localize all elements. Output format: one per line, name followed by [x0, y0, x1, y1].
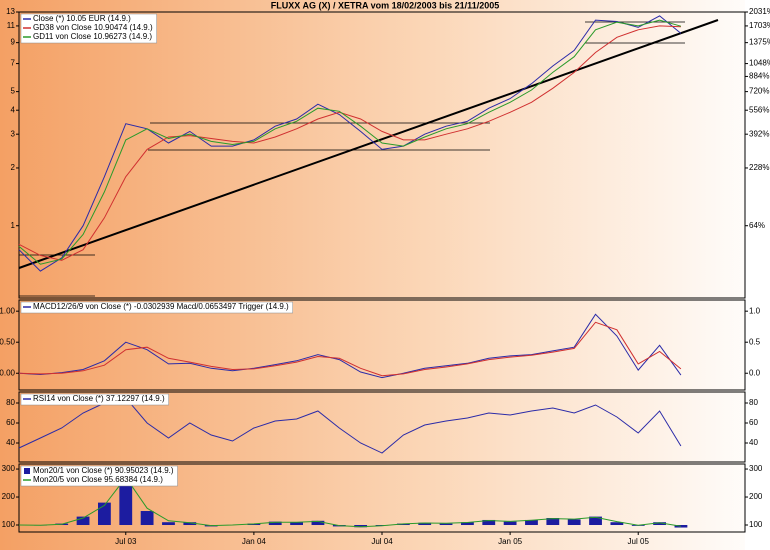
y-tick-label: 5 [11, 87, 16, 96]
bar [653, 522, 666, 526]
series-line [18, 15, 682, 272]
y-tick-label: 9 [11, 38, 16, 47]
bar [461, 522, 474, 526]
legend-box [20, 301, 293, 314]
legend-label: Mon20/1 von Close (*) 90.95023 (14.9.) [33, 466, 174, 475]
legend: Close (*) 10.05 EUR (14.9.)GD38 von Clos… [20, 13, 157, 44]
panel-frame [18, 391, 746, 463]
panel-frame [18, 11, 746, 299]
legend-label: Close (*) 10.05 EUR (14.9.) [33, 14, 131, 23]
bar [311, 520, 325, 526]
x-tick-label: Jul 05 [628, 537, 650, 546]
bar [610, 522, 624, 526]
x-tick-label: Jul 03 [115, 537, 137, 546]
bar [546, 518, 560, 526]
bar [503, 521, 517, 526]
bar [375, 525, 389, 526]
y2-tick-label: 64% [749, 221, 765, 230]
legend-label: Mon20/5 von Close 95.68384 (14.9.) [33, 475, 163, 484]
bar [162, 522, 175, 526]
legend: Mon20/1 von Close (*) 90.95023 (14.9.)Mo… [20, 465, 178, 487]
bar [674, 525, 688, 528]
y-tick-label: 0.50 [0, 337, 16, 346]
legend-box [20, 465, 178, 487]
right-axis-area [745, 0, 770, 550]
y2-tick-label: 300 [749, 464, 763, 473]
y2-tick-label: 720% [749, 87, 769, 96]
y-tick-label: 4 [11, 105, 16, 114]
x-tick-label: Jan 05 [498, 537, 523, 546]
bar [268, 521, 282, 526]
legend-box [20, 393, 169, 406]
chart-title: FLUXX AG (X) / XETRA vom 18/02/2003 bis … [271, 0, 499, 10]
x-tick-label: Jan 04 [242, 537, 267, 546]
legend: MACD12/26/9 von Close (*) -0.0302939 Mac… [20, 301, 293, 314]
y2-tick-label: 2031% [749, 7, 770, 16]
y2-tick-label: 0.5 [749, 337, 761, 346]
y-tick-label: 300 [2, 464, 16, 473]
y2-tick-label: 40 [749, 438, 758, 447]
y-tick-label: 13 [6, 7, 15, 16]
bar [482, 519, 496, 526]
y2-tick-label: 228% [749, 163, 769, 172]
y-tick-label: 1 [11, 221, 16, 230]
legend-box [20, 13, 157, 44]
legend-label: MACD12/26/9 von Close (*) -0.0302939 Mac… [33, 302, 289, 311]
series-line [18, 313, 682, 379]
bar [354, 525, 368, 528]
y-tick-label: 3 [11, 129, 16, 138]
y2-tick-label: 80 [749, 398, 758, 407]
legend: RSI14 von Close (*) 37.12297 (14.9.) [20, 393, 169, 406]
y2-tick-label: 1703% [749, 21, 770, 30]
bar [290, 522, 303, 526]
y2-tick-label: 1.0 [749, 306, 761, 315]
y-tick-label: 2 [11, 163, 16, 172]
bar [589, 516, 602, 526]
y2-tick-label: 1048% [749, 59, 770, 68]
series-line [18, 321, 682, 377]
bar [439, 523, 453, 526]
bar [418, 522, 432, 526]
y2-tick-label: 1375% [749, 38, 770, 47]
y-tick-label: 60 [6, 418, 15, 427]
trend-line [18, 19, 719, 269]
legend-label: RSI14 von Close (*) 37.12297 (14.9.) [33, 394, 165, 403]
y-tick-label: 100 [2, 520, 16, 529]
y2-tick-label: 200 [749, 492, 763, 501]
series-line [18, 19, 682, 265]
y2-tick-label: 556% [749, 105, 769, 114]
annotations [18, 19, 719, 297]
bar [525, 519, 538, 526]
y-tick-label: 11 [7, 21, 16, 30]
panel-frame [18, 299, 746, 391]
legend-label: GD38 von Close 10.90474 (14.9.) [33, 23, 153, 32]
bar [98, 502, 111, 526]
y2-tick-label: 0.0 [749, 368, 761, 377]
series-line [18, 25, 681, 261]
y-tick-label: 1.00 [0, 306, 16, 315]
y2-tick-label: 392% [749, 129, 769, 138]
bar [140, 511, 154, 526]
y2-tick-label: 884% [749, 72, 769, 81]
bar [183, 522, 197, 526]
y-tick-label: 0.00 [0, 368, 16, 377]
y-tick-label: 7 [11, 59, 16, 68]
bar [567, 519, 581, 526]
bar [76, 516, 90, 526]
y-tick-label: 200 [2, 492, 16, 501]
bar [119, 480, 133, 526]
y-tick-label: 80 [6, 398, 15, 407]
legend-label: GD11 von Close 10.96273 (14.9.) [33, 32, 152, 41]
legend-swatch [24, 468, 30, 474]
y2-tick-label: 60 [749, 418, 758, 427]
y-tick-label: 40 [6, 438, 15, 447]
x-tick-label: Jul 04 [371, 537, 393, 546]
y2-tick-label: 100 [749, 520, 763, 529]
